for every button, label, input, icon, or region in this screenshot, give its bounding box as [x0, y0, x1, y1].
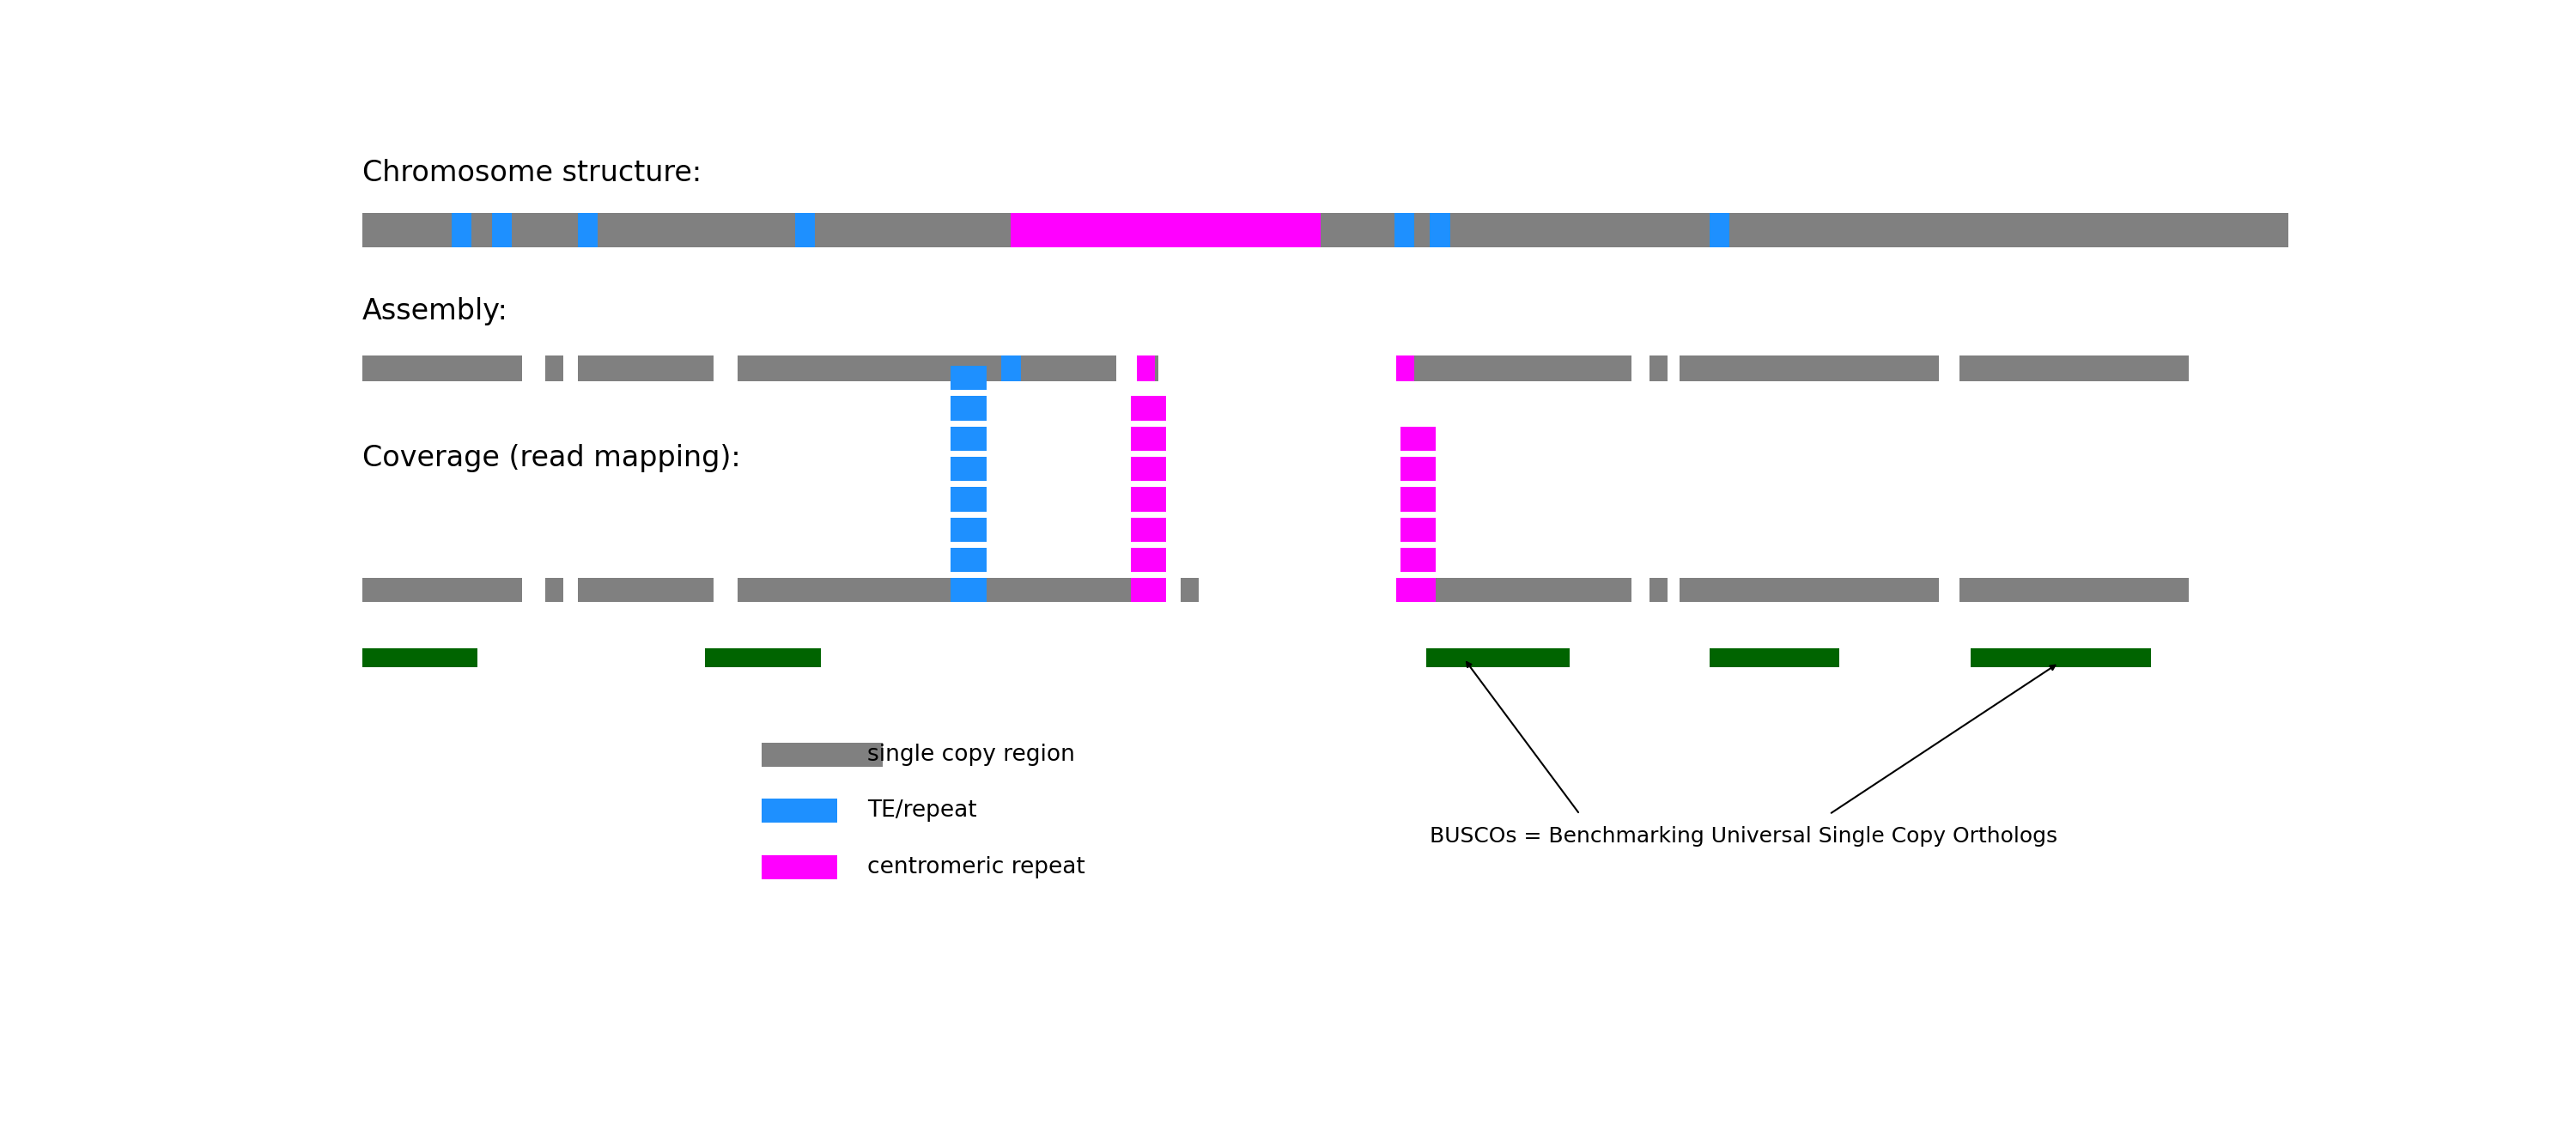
Text: Chromosome structure:: Chromosome structure: [361, 158, 701, 187]
Bar [361, 649, 477, 668]
Bar [951, 426, 987, 451]
Bar [706, 649, 822, 668]
Bar [762, 743, 884, 767]
Text: TE/repeat: TE/repeat [868, 799, 976, 822]
Bar [1401, 456, 1435, 481]
Bar [1958, 355, 2190, 381]
Bar [577, 578, 714, 602]
Bar [1131, 547, 1167, 572]
Bar [361, 355, 520, 381]
Bar [1396, 578, 1631, 602]
Bar [1680, 355, 1940, 381]
Bar [951, 547, 987, 572]
Bar [1427, 649, 1569, 668]
Bar [1396, 355, 1414, 381]
Bar [1131, 578, 1167, 602]
Bar [1710, 212, 1728, 247]
Bar [1136, 355, 1154, 381]
Bar [1131, 487, 1167, 511]
Bar [999, 355, 1020, 381]
Bar [361, 578, 520, 602]
Bar [1649, 355, 1667, 381]
Text: BUSCOs = Benchmarking Universal Single Copy Orthologs: BUSCOs = Benchmarking Universal Single C… [1430, 826, 2058, 846]
Bar [1394, 212, 1414, 247]
Bar [1971, 649, 2151, 668]
Bar [1649, 578, 1667, 602]
Bar [951, 397, 987, 420]
Bar [1401, 517, 1435, 542]
Text: centromeric repeat: centromeric repeat [868, 855, 1084, 878]
Bar [951, 366, 987, 390]
Text: Coverage (read mapping):: Coverage (read mapping): [361, 444, 739, 472]
Bar [1401, 487, 1435, 511]
Bar [1958, 578, 2190, 602]
Bar [796, 212, 814, 247]
Bar [1401, 578, 1435, 602]
Bar [737, 578, 1167, 602]
Bar [1680, 578, 1940, 602]
Bar [1396, 355, 1631, 381]
Bar [1131, 456, 1167, 481]
Bar [361, 212, 2287, 247]
Bar [577, 355, 714, 381]
Bar [1131, 517, 1167, 542]
Bar [1710, 649, 1839, 668]
Bar [1180, 578, 1198, 602]
Text: Assembly:: Assembly: [361, 297, 507, 325]
Text: single copy region: single copy region [868, 743, 1074, 765]
Bar [951, 456, 987, 481]
Bar [1430, 212, 1450, 247]
Bar [492, 212, 513, 247]
Bar [762, 799, 837, 823]
Bar [737, 355, 1115, 381]
Bar [762, 855, 837, 879]
Bar [546, 355, 564, 381]
Bar [1131, 397, 1167, 420]
Bar [577, 212, 598, 247]
Bar [1401, 426, 1435, 451]
Bar [546, 578, 564, 602]
Bar [951, 578, 987, 602]
Bar [1396, 578, 1414, 602]
Bar [1010, 212, 1319, 247]
Bar [451, 212, 471, 247]
Bar [1131, 426, 1167, 451]
Bar [951, 487, 987, 511]
Bar [951, 517, 987, 542]
Bar [1141, 355, 1159, 381]
Bar [1401, 547, 1435, 572]
